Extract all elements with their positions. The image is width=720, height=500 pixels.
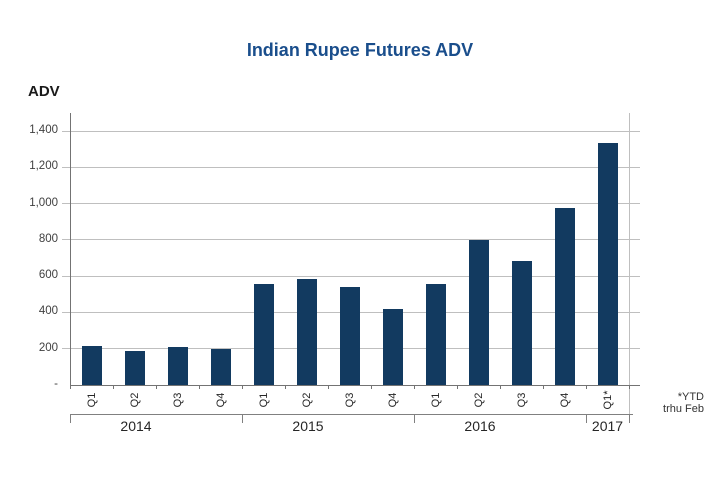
category-tick: [156, 385, 157, 389]
year-separator-line: [70, 414, 633, 415]
y-gridline: [62, 239, 640, 241]
bar: [597, 142, 618, 385]
category-tick: [586, 385, 587, 389]
category-tick: [457, 385, 458, 389]
year-tick: [414, 414, 415, 423]
year-tick: [70, 414, 71, 423]
y-tick-label: 800: [38, 232, 58, 245]
category-tick: [500, 385, 501, 389]
category-tick: [199, 385, 200, 389]
category-tick: [70, 385, 71, 389]
y-tick-label: -: [54, 378, 58, 390]
quarter-label: Q4: [214, 392, 227, 408]
category-tick: [543, 385, 544, 389]
category-tick: [629, 385, 630, 389]
chart-title: Indian Rupee Futures ADV: [246, 40, 474, 60]
category-tick: [328, 385, 329, 389]
y-gridline: [62, 275, 640, 277]
y-gridline: [62, 130, 640, 132]
year-label: 2016: [464, 418, 496, 434]
bar: [210, 348, 231, 385]
y-tick-label: 1,400: [29, 124, 58, 137]
bar: [253, 284, 274, 385]
y-axis-line: [70, 113, 71, 385]
y-tick-label: 200: [38, 341, 58, 354]
footnote-line-2: trhu Feb: [663, 403, 704, 415]
year-label: 2017: [591, 418, 624, 434]
footnote-line-1: *YTD: [677, 391, 704, 403]
quarter-label: Q4: [386, 392, 399, 408]
bar: [425, 284, 446, 385]
bar: [339, 287, 360, 385]
bar: [124, 350, 145, 385]
bar: [81, 346, 102, 385]
bar: [167, 346, 188, 385]
year-label: 2014: [120, 418, 152, 434]
bar: [554, 208, 575, 385]
category-tick: [242, 385, 243, 389]
y-gridline: [62, 203, 640, 205]
bar: [296, 278, 317, 385]
bar: [511, 260, 532, 385]
y-axis-title: ADV: [28, 83, 60, 100]
year-tick: [242, 414, 243, 423]
category-tick: [285, 385, 286, 389]
right-plot-border: [629, 113, 630, 414]
category-tick: [414, 385, 415, 389]
x-axis-line: [70, 384, 640, 386]
y-tick-label: 1,200: [29, 160, 58, 173]
bar: [382, 308, 403, 385]
category-tick: [371, 385, 372, 389]
y-tick-label: 1,000: [29, 196, 58, 209]
y-tick-label: 400: [38, 305, 58, 318]
y-tick-label: 600: [38, 269, 58, 282]
year-label: 2015: [292, 418, 324, 434]
bar: [468, 239, 489, 385]
year-tick: [629, 414, 630, 423]
chart-footnote: *YTD trhu Feb: [663, 391, 704, 415]
category-tick: [113, 385, 114, 389]
year-tick: [586, 414, 587, 423]
y-gridline: [62, 166, 640, 168]
